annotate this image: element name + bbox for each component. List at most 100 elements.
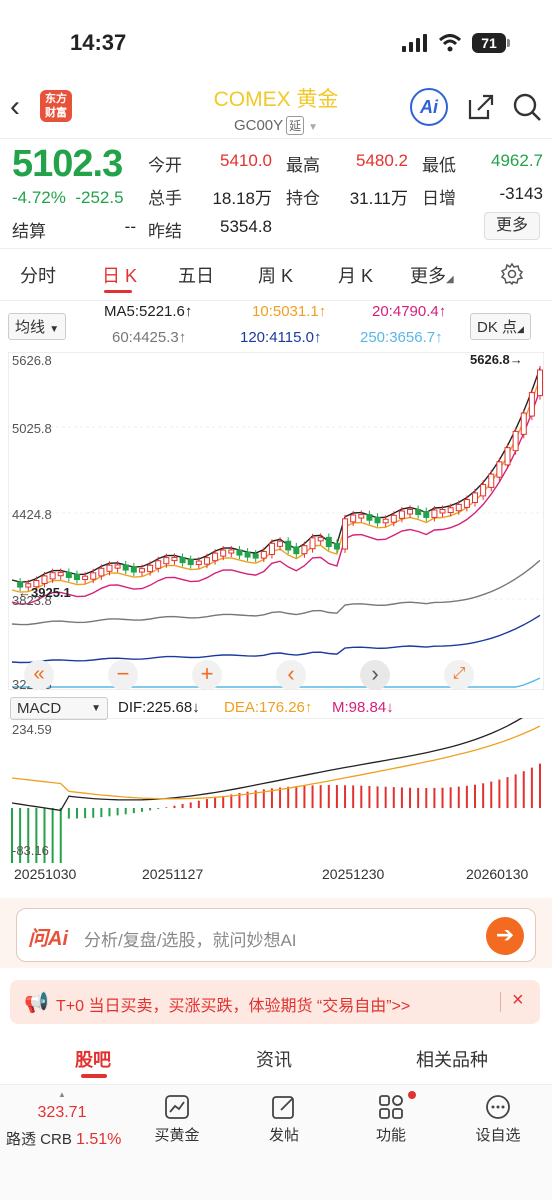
ma-item-10: 10:5031.1↑: [252, 303, 326, 320]
candle-body: [463, 499, 470, 508]
index-name: 路透 CRB: [6, 1131, 72, 1148]
ai-logo: 问Ai: [28, 928, 68, 950]
settings-gear-icon[interactable]: [500, 262, 524, 286]
chevron-down-icon: ◢: [446, 274, 454, 285]
app-logo: 东方财富: [40, 90, 72, 122]
bottom-nav: [0, 1084, 552, 1200]
nav-buy-gold[interactable]: 买黄金: [127, 1094, 227, 1145]
y-tick-label: 3823.8: [12, 593, 52, 608]
more-button[interactable]: 更多: [484, 212, 540, 240]
y-tick-label: 5025.8: [12, 421, 52, 436]
candle-body: [398, 510, 405, 519]
min-price-label: 3925.1: [31, 585, 71, 600]
indicator-selector[interactable]: 均线 ▼: [8, 313, 67, 340]
chart-icon: [165, 1095, 189, 1119]
label-settle: 结算: [12, 222, 46, 241]
scroll-left-fast-button[interactable]: «: [24, 660, 54, 690]
candle-body: [179, 556, 186, 564]
instrument-code[interactable]: GC00Y 延 ▼: [0, 116, 552, 135]
tab-weekly-k[interactable]: 周 K: [258, 266, 294, 286]
value-open-interest: 31.11万: [349, 189, 408, 208]
candle-body: [415, 508, 422, 515]
ma10-arrow: ↑: [318, 303, 327, 320]
tab-monthly-k[interactable]: 月 K: [338, 266, 374, 286]
candle-body: [203, 557, 210, 565]
megaphone-icon: 📢: [24, 992, 49, 1014]
candle-body: [301, 545, 308, 555]
battery-icon: 71: [472, 33, 510, 53]
candle-body: [17, 581, 24, 588]
y-tick-label: 5626.8: [12, 353, 52, 368]
search-icon[interactable]: [512, 92, 542, 122]
nav-add-watchlist-label: 设自选: [475, 1127, 521, 1144]
moving-average-line: [11, 367, 541, 583]
tab-related[interactable]: 相关品种: [416, 1050, 488, 1070]
candle-body: [350, 514, 357, 523]
max-price-marker: 5626.8→: [470, 352, 523, 367]
macd-dea: DEA:176.26↑: [224, 699, 312, 716]
value-prev-settle: 5354.8: [220, 217, 272, 236]
macd-dea-line: [11, 725, 541, 800]
candle-body: [228, 549, 235, 554]
label-prev-settle: 昨结: [148, 222, 182, 241]
nav-add-watchlist[interactable]: 设自选: [448, 1094, 548, 1145]
scroll-right-button[interactable]: ›: [360, 660, 390, 690]
edit-icon: [272, 1096, 294, 1119]
indicator-selector-label: 均线: [15, 319, 46, 336]
promo-text[interactable]: T+0 当日买卖，买涨买跌，体验期货 “交易自由”>>: [56, 998, 411, 1015]
candle-body: [390, 514, 397, 523]
tab-daily-k[interactable]: 日 K: [102, 266, 138, 286]
tab-intraday[interactable]: 分时: [20, 266, 56, 286]
scroll-left-button[interactable]: ‹: [276, 660, 306, 690]
ma-item-5: MA5:5221.6↑: [104, 303, 192, 320]
candle-body: [49, 572, 56, 580]
change-info: -4.72% -252.5: [12, 188, 124, 208]
macd-selector[interactable]: MACD ▼: [10, 697, 108, 720]
value-volume: 18.18万: [212, 189, 272, 208]
promo-banner[interactable]: [10, 980, 540, 1024]
candle-body: [366, 514, 373, 521]
tab-news[interactable]: 资讯: [256, 1050, 292, 1070]
ai-search-input[interactable]: [16, 908, 536, 962]
macd-chart[interactable]: [8, 718, 544, 863]
nav-functions-label: 功能: [375, 1127, 406, 1144]
max-price-label: 5626.8: [470, 352, 510, 367]
delay-tag: 延: [286, 116, 305, 135]
fullscreen-icon[interactable]: ⤢: [444, 660, 474, 690]
nav-functions[interactable]: 功能: [341, 1094, 441, 1145]
share-icon[interactable]: [466, 92, 496, 122]
tab-forum[interactable]: 股吧: [75, 1050, 111, 1070]
macd-dif: DIF:225.68↓: [118, 699, 200, 716]
index-ticker[interactable]: 路透 CRB 1.51%: [6, 1128, 121, 1149]
macd-dif-line: [11, 718, 524, 812]
nav-post[interactable]: 发帖: [234, 1094, 334, 1145]
dk-point-toggle[interactable]: DK 点◢: [470, 313, 531, 340]
close-icon[interactable]: ×: [512, 989, 524, 1011]
candle-body: [439, 509, 446, 514]
label-daily-change: 日增: [422, 189, 456, 208]
candle-body: [212, 552, 219, 562]
candle-body: [277, 540, 284, 547]
candle-body: [317, 536, 324, 542]
ma20-text: 20:4790.4: [372, 303, 439, 320]
tab-five-day[interactable]: 五日: [178, 266, 214, 286]
candle-body: [122, 564, 129, 571]
candle-body: [520, 412, 527, 435]
change-value: -252.5: [75, 188, 124, 207]
back-icon[interactable]: ‹: [10, 90, 20, 123]
candle-body: [309, 537, 316, 550]
divider: [0, 138, 552, 139]
zoom-in-button[interactable]: +: [192, 660, 222, 690]
candle-body: [407, 508, 414, 515]
moving-average-line: [11, 389, 541, 605]
zoom-out-button[interactable]: −: [108, 660, 138, 690]
arrow-right-icon[interactable]: ➔: [486, 917, 524, 955]
tab-more[interactable]: 更多◢: [410, 262, 454, 288]
ai-button[interactable]: Ai: [410, 88, 448, 126]
candlestick-chart[interactable]: [8, 352, 544, 690]
nav-post-label: 发帖: [268, 1127, 299, 1144]
candle-body: [325, 536, 332, 548]
divider: [0, 300, 552, 301]
candle-body: [155, 560, 162, 569]
ma5-text: MA5:5221.6: [104, 303, 185, 320]
